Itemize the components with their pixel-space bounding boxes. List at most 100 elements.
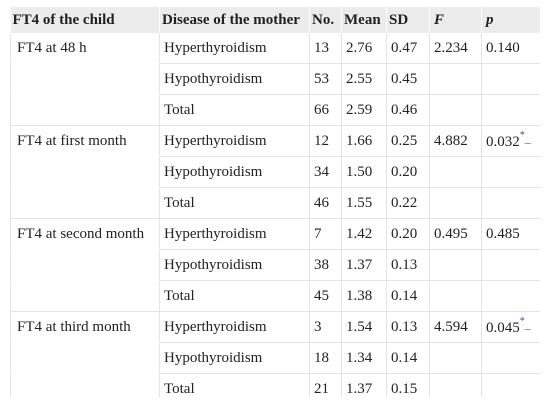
cell-f bbox=[429, 187, 482, 219]
table-row: FT4 at first month Hyperthyroidism 12 1.66 0… bbox=[10, 125, 540, 157]
cell-mean: 1.38 bbox=[341, 280, 387, 312]
cell-f bbox=[429, 94, 482, 126]
cell-f: 0.495 bbox=[429, 218, 482, 250]
cell-disease: Hypothyroidism bbox=[159, 63, 310, 95]
cell-disease: Total bbox=[159, 187, 310, 219]
cell-variable: FT4 at 48 h bbox=[10, 33, 160, 64]
cell-mean: 1.42 bbox=[341, 218, 387, 250]
header-row: FT4 of the child Disease of the mother N… bbox=[10, 7, 540, 33]
table-row: Total 21 1.37 0.15 bbox=[10, 373, 540, 397]
cell-sd: 0.20 bbox=[386, 156, 430, 188]
cell-variable: FT4 at second month bbox=[10, 218, 160, 250]
cell-f bbox=[429, 280, 482, 312]
cell-p: 0.032*– bbox=[481, 125, 540, 157]
header-sd: SD bbox=[386, 7, 430, 33]
cell-no: 45 bbox=[309, 280, 342, 312]
p-value: 0.045 bbox=[486, 319, 520, 336]
cell-p: 0.140 bbox=[481, 33, 540, 64]
p-value: 0.032 bbox=[486, 133, 520, 150]
cell-mean: 2.59 bbox=[341, 94, 387, 126]
cell-sd: 0.20 bbox=[386, 218, 430, 250]
cell-f: 2.234 bbox=[429, 33, 482, 64]
cell-no: 21 bbox=[309, 373, 342, 397]
table-row: Hypothyroidism 18 1.34 0.14 bbox=[10, 342, 540, 374]
header-disease: Disease of the mother bbox=[159, 7, 310, 33]
table-row: Hypothyroidism 34 1.50 0.20 bbox=[10, 156, 540, 188]
cell-no: 12 bbox=[309, 125, 342, 157]
cell-sd: 0.25 bbox=[386, 125, 430, 157]
cell-mean: 1.37 bbox=[341, 373, 387, 397]
cell-no: 34 bbox=[309, 156, 342, 188]
cell-sd: 0.45 bbox=[386, 63, 430, 95]
cell-no: 46 bbox=[309, 187, 342, 219]
cell-no: 38 bbox=[309, 249, 342, 281]
cell-variable bbox=[10, 187, 160, 219]
footnote-marker[interactable]: * bbox=[519, 315, 525, 327]
cell-p bbox=[481, 373, 540, 397]
cell-p: 0.045*– bbox=[481, 311, 540, 343]
footnote-marker[interactable]: * bbox=[519, 129, 525, 141]
cell-disease: Hypothyroidism bbox=[159, 342, 310, 374]
table-row: Total 66 2.59 0.46 bbox=[10, 94, 540, 126]
table-body: FT4 at 48 h Hyperthyroidism 13 2.76 0.47 2.23… bbox=[10, 33, 540, 397]
cell-sd: 0.46 bbox=[386, 94, 430, 126]
cell-mean: 1.55 bbox=[341, 187, 387, 219]
table-row: FT4 at second month Hyperthyroidism 7 1.42 0… bbox=[10, 218, 540, 250]
cell-variable bbox=[10, 373, 160, 397]
header-variable: FT4 of the child bbox=[10, 7, 160, 33]
header-p: p bbox=[481, 7, 540, 33]
cell-p bbox=[481, 249, 540, 281]
cell-mean: 1.37 bbox=[341, 249, 387, 281]
cell-disease: Hyperthyroidism bbox=[159, 311, 310, 343]
cell-f bbox=[429, 156, 482, 188]
cell-disease: Hyperthyroidism bbox=[159, 125, 310, 157]
cell-disease: Hyperthyroidism bbox=[159, 218, 310, 250]
table-row: Total 45 1.38 0.14 bbox=[10, 280, 540, 312]
cell-no: 13 bbox=[309, 33, 342, 64]
cell-mean: 1.66 bbox=[341, 125, 387, 157]
cell-variable bbox=[10, 280, 160, 312]
cell-f bbox=[429, 342, 482, 374]
cell-no: 18 bbox=[309, 342, 342, 374]
header-f: F bbox=[429, 7, 482, 33]
p-value: 0.140 bbox=[486, 39, 520, 56]
cell-variable: FT4 at first month bbox=[10, 125, 160, 157]
cell-mean: 2.55 bbox=[341, 63, 387, 95]
cell-p bbox=[481, 280, 540, 312]
p-value: 0.485 bbox=[486, 225, 520, 242]
cell-variable bbox=[10, 156, 160, 188]
results-table: FT4 of the child Disease of the mother N… bbox=[10, 7, 540, 397]
header-no: No. bbox=[309, 7, 342, 33]
cell-disease: Hypothyroidism bbox=[159, 249, 310, 281]
table-container: FT4 of the child Disease of the mother N… bbox=[10, 7, 540, 397]
cell-no: 3 bbox=[309, 311, 342, 343]
cell-disease: Hyperthyroidism bbox=[159, 33, 310, 64]
cell-p bbox=[481, 342, 540, 374]
cell-mean: 1.50 bbox=[341, 156, 387, 188]
cell-sd: 0.47 bbox=[386, 33, 430, 64]
table-row: FT4 at 48 h Hyperthyroidism 13 2.76 0.47 2.23… bbox=[10, 33, 540, 64]
cell-disease: Total bbox=[159, 94, 310, 126]
cell-f bbox=[429, 373, 482, 397]
header-mean: Mean bbox=[341, 7, 387, 33]
cell-f: 4.882 bbox=[429, 125, 482, 157]
cell-p bbox=[481, 94, 540, 126]
cell-sd: 0.14 bbox=[386, 280, 430, 312]
cell-p bbox=[481, 63, 540, 95]
cell-p bbox=[481, 187, 540, 219]
table-row: FT4 at third month Hyperthyroidism 3 1.54 0.… bbox=[10, 311, 540, 343]
cell-sd: 0.22 bbox=[386, 187, 430, 219]
cell-disease: Total bbox=[159, 280, 310, 312]
table-row: Hypothyroidism 53 2.55 0.45 bbox=[10, 63, 540, 95]
cell-sd: 0.13 bbox=[386, 249, 430, 281]
cell-no: 66 bbox=[309, 94, 342, 126]
cell-sd: 0.15 bbox=[386, 373, 430, 397]
cell-p bbox=[481, 156, 540, 188]
cell-sd: 0.13 bbox=[386, 311, 430, 343]
cell-variable bbox=[10, 249, 160, 281]
table-row: Total 46 1.55 0.22 bbox=[10, 187, 540, 219]
cell-disease: Total bbox=[159, 373, 310, 397]
cell-p: 0.485 bbox=[481, 218, 540, 250]
cell-f: 4.594 bbox=[429, 311, 482, 343]
cell-variable bbox=[10, 342, 160, 374]
